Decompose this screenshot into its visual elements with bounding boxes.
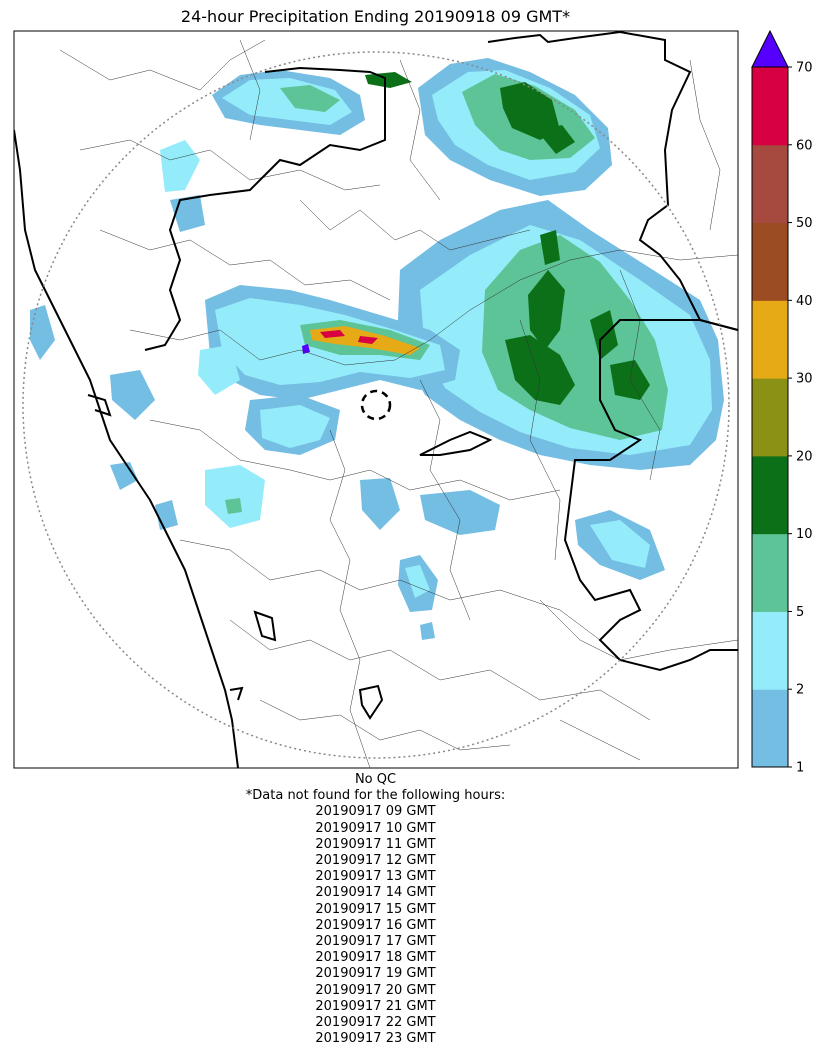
missing-hour-item: 20190917 18 GMT: [315, 950, 436, 966]
radar-site-marker: [360, 389, 392, 421]
coastline: [14, 129, 244, 768]
missing-hour-item: 20190917 12 GMT: [315, 853, 436, 869]
precip-field-northwest: [160, 70, 412, 232]
missing-hour-item: 20190917 21 GMT: [315, 998, 436, 1014]
missing-hour-item: 20190917 23 GMT: [315, 1031, 436, 1047]
missing-hour-item: 20190917 11 GMT: [315, 836, 436, 852]
missing-hour-item: 20190917 19 GMT: [315, 966, 436, 982]
missing-hour-item: 20190917 14 GMT: [315, 885, 436, 901]
missing-hour-item: 20190917 20 GMT: [315, 982, 436, 998]
precip-field-east: [398, 200, 724, 470]
missing-hour-item: 20190917 16 GMT: [315, 917, 436, 933]
missing-hour-item: 20190917 15 GMT: [315, 901, 436, 917]
missing-hour-item: 20190917 13 GMT: [315, 869, 436, 885]
missing-hour-item: 20190917 09 GMT: [315, 804, 436, 820]
district-boundaries: [59, 39, 738, 768]
missing-hour-item: 20190917 10 GMT: [315, 820, 436, 836]
missing-hours-list: 20190917 09 GMT 20190917 10 GMT 20190917 1…: [0, 804, 751, 1047]
precipitation-map: [13, 30, 739, 769]
missing-hour-item: 20190917 17 GMT: [315, 934, 436, 950]
precip-field-south: [110, 395, 665, 640]
missing-data-header: *Data not found for the following hours:: [245, 788, 506, 804]
radar-range-ring: [22, 51, 730, 759]
notes-block: No QC *Data not found for the following …: [0, 772, 751, 1047]
qc-note: No QC: [354, 772, 397, 787]
state-boundaries: [144, 31, 738, 720]
map-title: 24-hour Precipitation Ending 20190918 09…: [180, 7, 571, 26]
missing-hour-item: 20190917 22 GMT: [315, 1015, 436, 1031]
precip-field-central: [30, 285, 460, 420]
precip-field-northeast: [418, 58, 612, 196]
